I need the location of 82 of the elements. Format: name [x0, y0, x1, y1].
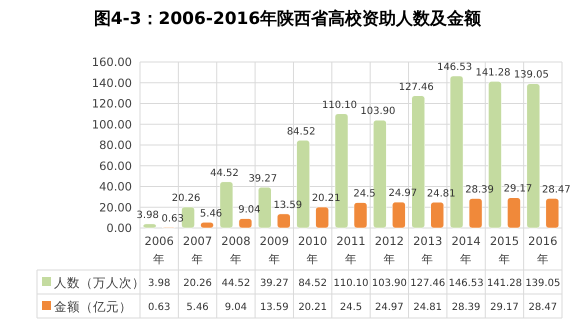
bar — [507, 197, 521, 228]
x-tick-label: 2012年 — [374, 234, 404, 266]
text: 24.5 — [353, 188, 376, 200]
data-label: 39.27 — [260, 278, 289, 289]
x-tick-label: 2014年 — [451, 234, 481, 266]
x-tick-label: 2009年 — [260, 234, 289, 266]
text: 20.21 — [312, 193, 340, 204]
data-label: 44.52 — [222, 278, 250, 289]
data-label: 29.17 — [490, 302, 519, 313]
data-label: 110.10 — [334, 278, 368, 289]
bar — [142, 224, 156, 228]
text: 5.46 — [200, 208, 222, 220]
text: 127.46 — [398, 82, 434, 93]
text: 13.59 — [273, 200, 302, 211]
text: 24.97 — [388, 188, 418, 200]
bar — [220, 182, 234, 228]
bar — [200, 222, 214, 228]
data-label: 127.46 — [410, 278, 446, 289]
data-label: 20.26 — [183, 278, 212, 289]
text: 29.17 — [504, 184, 532, 195]
x-tick-label: 2008年 — [221, 234, 251, 266]
y-tick-label: 100.00 — [92, 117, 132, 132]
y-tick-label: 0.00 — [106, 221, 132, 235]
text: 110.10 — [322, 100, 357, 111]
bar — [315, 206, 329, 228]
text: 20.26 — [172, 192, 200, 204]
legend-label: 人数（万人次） — [54, 275, 145, 290]
chart-title: 图4-3：2006-2016年陕西省高校资助人数及金额 — [94, 9, 482, 29]
data-label: 24.81 — [413, 302, 442, 313]
bar — [238, 218, 252, 228]
text: 139.05 — [514, 70, 549, 81]
text: 39.27 — [248, 173, 278, 184]
bar — [430, 202, 444, 228]
y-tick-label: 20.00 — [99, 200, 132, 214]
x-tick-label: 2013年 — [413, 234, 442, 266]
x-tick-label: 2016年 — [528, 234, 558, 266]
y-tick-label: 60.00 — [99, 158, 132, 173]
text: 44.52 — [210, 168, 239, 179]
data-label: 20.21 — [298, 302, 327, 313]
legend-label: 金额（亿元） — [54, 299, 132, 314]
text: 3.98 — [136, 210, 159, 221]
text: 28.39 — [465, 184, 494, 196]
data-label: 24.97 — [375, 302, 404, 313]
y-tick-label: 40.00 — [99, 180, 132, 194]
bar — [354, 202, 368, 228]
data-label: 139.05 — [525, 278, 560, 289]
data-label: 28.39 — [452, 302, 480, 313]
bar — [373, 120, 387, 228]
data-label: 84.52 — [298, 278, 327, 289]
text: 9.04 — [238, 204, 261, 216]
text: 0.63 — [162, 213, 184, 224]
data-label: 24.5 — [340, 302, 362, 313]
bar — [277, 214, 291, 228]
x-tick-label: 2015年 — [490, 234, 520, 266]
text: 24.81 — [426, 188, 456, 200]
text: 103.90 — [360, 106, 396, 118]
bar — [546, 198, 560, 228]
x-tick-label: 2006年 — [144, 234, 174, 266]
bar — [468, 198, 482, 228]
text: 146.53 — [437, 62, 472, 73]
data-label: 28.47 — [528, 302, 558, 313]
y-tick-label: 160.00 — [92, 55, 132, 69]
data-label: 3.98 — [148, 278, 170, 289]
data-label: 141.28 — [486, 278, 522, 289]
data-label: 5.46 — [186, 302, 209, 313]
data-label: 9.04 — [224, 302, 248, 313]
y-tick-label: 80.00 — [99, 138, 132, 152]
x-tick-label: 2011年 — [336, 234, 366, 266]
bar — [258, 187, 272, 228]
x-tick-label: 2010年 — [298, 234, 328, 266]
y-tick-label: 120.00 — [92, 96, 132, 110]
text: 141.28 — [475, 67, 510, 78]
x-tick-label: 2007年 — [182, 234, 212, 266]
y-tick-label: 140.00 — [92, 76, 132, 90]
data-label: 13.59 — [260, 302, 289, 313]
bar — [181, 206, 195, 228]
data-label: 146.53 — [448, 278, 484, 289]
data-label: 103.90 — [372, 278, 407, 289]
bar — [392, 202, 406, 228]
data-label: 0.63 — [148, 302, 170, 313]
text: 84.52 — [286, 126, 316, 138]
text: 28.47 — [542, 184, 571, 196]
